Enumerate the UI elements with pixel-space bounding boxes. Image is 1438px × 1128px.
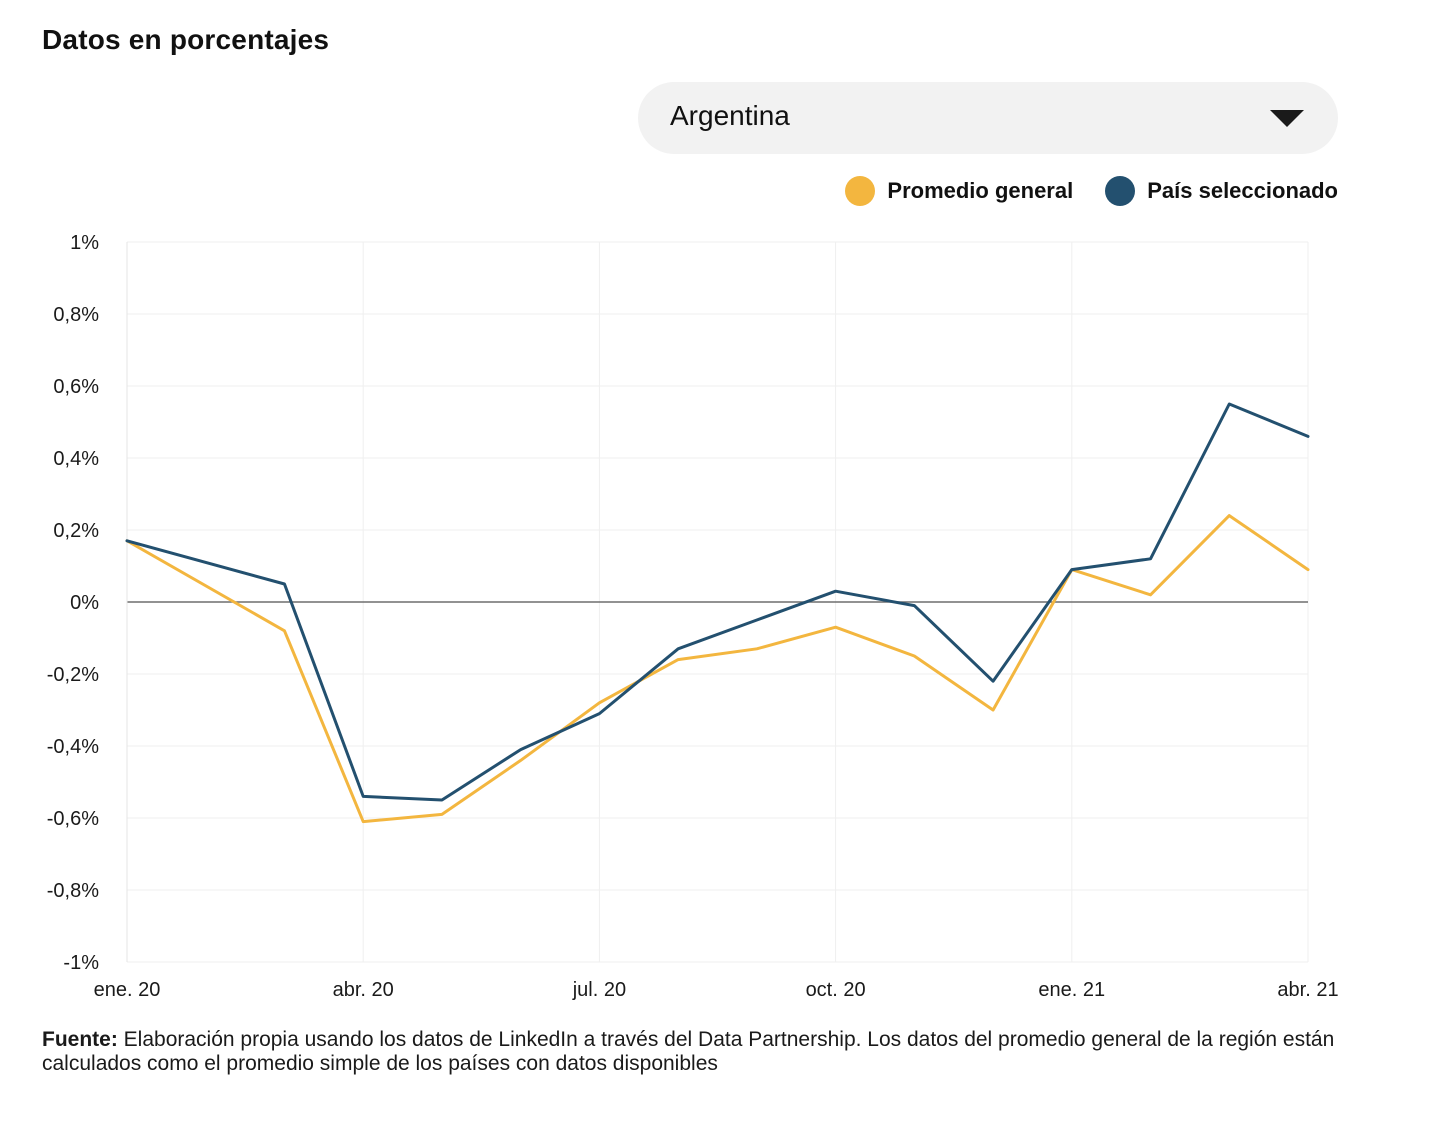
legend-item-promedio[interactable]: Promedio general <box>845 176 1073 206</box>
x-tick-label: ene. 20 <box>94 979 161 1001</box>
series-lines <box>125 402 1310 824</box>
y-tick-label: 0,2% <box>53 520 99 542</box>
source-note: Fuente: Elaboración propia usando los da… <box>42 1028 1372 1076</box>
legend-label-promedio: Promedio general <box>887 178 1074 203</box>
x-tick-label: jul. 20 <box>572 979 626 1001</box>
y-tick-label: 0,6% <box>53 376 99 398</box>
axes <box>126 242 1308 962</box>
x-tick-label: oct. 20 <box>806 979 866 1001</box>
page-title: Datos en porcentajes <box>42 24 330 55</box>
y-tick-label: -0,4% <box>47 736 99 758</box>
legend-label-pais: País seleccionado <box>1147 178 1338 203</box>
source-label: Fuente: <box>42 1028 118 1051</box>
chart-legend: Promedio general País seleccionado <box>845 176 1338 206</box>
y-tick-label: -0,6% <box>47 808 99 830</box>
line-chart: 1% 0,8% 0,6% 0,4% 0,2% 0% -0,2% -0,4% -0,6% -0,8%… <box>47 232 1339 1001</box>
series-line-pais-seleccionado <box>125 402 1310 802</box>
source-text: Elaboración propia usando los datos de L… <box>42 1028 1335 1075</box>
legend-dot-promedio <box>845 176 876 206</box>
country-select-value: Argentina <box>670 100 790 131</box>
y-tick-label: 1% <box>70 232 99 254</box>
legend-dot-pais <box>1105 176 1136 206</box>
series-line-promedio-general <box>125 514 1310 824</box>
y-tick-label: 0,8% <box>53 304 99 326</box>
tick-labels: 1% 0,8% 0,6% 0,4% 0,2% 0% -0,2% -0,4% -0,6% -0,8%… <box>47 232 1339 1001</box>
x-tick-label: ene. 21 <box>1038 979 1105 1001</box>
chevron-down-icon[interactable] <box>1270 110 1304 127</box>
y-tick-label: 0% <box>70 592 99 614</box>
y-tick-label: -1% <box>63 952 99 974</box>
x-tick-label: abr. 21 <box>1277 979 1338 1001</box>
x-tick-label: abr. 20 <box>333 979 394 1001</box>
y-tick-label: -0,2% <box>47 664 99 686</box>
legend-item-pais[interactable]: País seleccionado <box>1105 176 1338 206</box>
country-select[interactable]: Argentina <box>638 82 1338 154</box>
y-tick-label: 0,4% <box>53 448 99 470</box>
y-tick-label: -0,8% <box>47 880 99 902</box>
